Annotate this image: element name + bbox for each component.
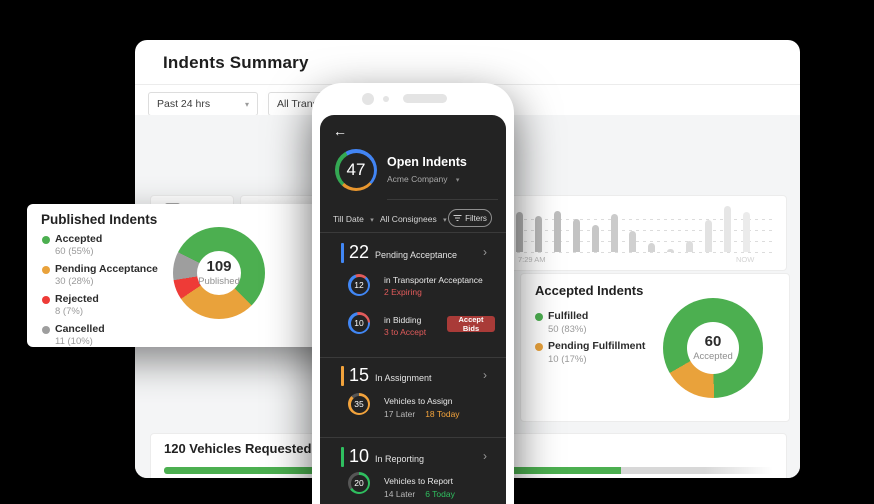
- legend-value: 8 (7%): [55, 306, 83, 317]
- chevron-down-icon: ▾: [443, 217, 447, 224]
- period-select[interactable]: Past 24 hrs ▾: [148, 92, 258, 116]
- company-selector[interactable]: Acme Company ▾: [387, 174, 460, 184]
- speaker-icon: [403, 94, 447, 103]
- divider: [320, 357, 506, 358]
- donut-center: 109 Published: [197, 251, 241, 295]
- later-count: 17 Later: [384, 409, 416, 419]
- divider: [387, 199, 498, 200]
- legend-dot-pending-fulfillment: [535, 343, 543, 351]
- bar: [629, 231, 637, 252]
- phone-screen: ← 47 Open Indents Acme Company ▾ Till Da…: [320, 115, 506, 504]
- legend-dot-rejected: [42, 296, 50, 304]
- later-count: 14 Later: [384, 489, 416, 499]
- card-title: Published Indents: [41, 212, 158, 227]
- legend-dot-accepted: [42, 236, 50, 244]
- legend-value: 50 (83%): [548, 324, 587, 335]
- page-title: Indents Summary: [163, 53, 309, 72]
- bar: [686, 241, 694, 252]
- chevron-down-icon: ▾: [370, 217, 374, 224]
- section-in-reporting-header[interactable]: 10 In Reporting ›: [320, 446, 506, 470]
- bar: [648, 243, 656, 252]
- section-label: In Assignment: [375, 373, 432, 383]
- progress-ring: 10: [348, 312, 370, 334]
- published-donut-chart: 109 Published: [173, 227, 265, 319]
- bar: [723, 206, 731, 252]
- legend-value: 60 (55%): [55, 246, 94, 257]
- section-count: 10: [349, 446, 370, 466]
- hourly-bar-chart: [516, 206, 750, 252]
- legend-label: Fulfilled: [548, 310, 589, 322]
- chevron-right-icon[interactable]: ›: [483, 368, 487, 382]
- back-arrow-icon[interactable]: ←: [333, 123, 347, 139]
- x-axis-start-label: 7:29 AM: [518, 255, 546, 264]
- open-indents-count: 47: [338, 152, 374, 188]
- legend-label: Cancelled: [55, 323, 105, 335]
- x-axis-end-label: NOW: [736, 255, 755, 264]
- bar: [610, 214, 618, 252]
- bar: [572, 219, 580, 252]
- chevron-down-icon: ▾: [455, 177, 460, 184]
- bar: [534, 216, 542, 252]
- section-accent-bar: [341, 366, 344, 386]
- bar: [516, 212, 523, 252]
- legend-dot-fulfilled: [535, 313, 543, 321]
- gridline: [454, 252, 776, 253]
- section-label: Pending Acceptance: [375, 250, 458, 260]
- screen-title: Open Indents: [387, 155, 467, 169]
- bar: [591, 225, 599, 252]
- section-pending-acceptance-header[interactable]: 22 Pending Acceptance ›: [320, 242, 506, 266]
- open-indents-ring-chart: 47: [335, 149, 377, 191]
- legend-label: Accepted: [55, 233, 103, 245]
- legend-value: 11 (10%): [55, 336, 93, 347]
- legend-value: 30 (28%): [55, 276, 94, 287]
- accepted-donut-chart: 60 Accepted: [663, 298, 763, 398]
- bar: [553, 211, 561, 252]
- accept-bids-button[interactable]: Accept Bids: [447, 315, 495, 333]
- divider: [320, 232, 506, 233]
- accepted-indents-card: Accepted Indents Fulfilled 50 (83%) Pend…: [520, 273, 790, 422]
- camera-icon: [362, 93, 374, 105]
- date-filter[interactable]: Till Date ▾: [333, 214, 374, 224]
- card-title: Accepted Indents: [535, 283, 644, 298]
- phone-mockup: ← 47 Open Indents Acme Company ▾ Till Da…: [312, 83, 514, 504]
- funnel-icon: [453, 214, 462, 222]
- chevron-right-icon[interactable]: ›: [483, 449, 487, 463]
- divider: [320, 437, 506, 438]
- legend-dot-pending-acceptance: [42, 266, 50, 274]
- section-accent-bar: [341, 243, 344, 263]
- today-count: 6 Today: [425, 489, 455, 499]
- today-count: 18 Today: [425, 409, 460, 419]
- progress-ring: 12: [348, 274, 370, 296]
- legend-value: 10 (17%): [548, 354, 587, 365]
- legend-label: Rejected: [55, 293, 99, 305]
- bar: [667, 249, 675, 252]
- section-count: 15: [349, 365, 370, 385]
- progress-ring: 20: [348, 472, 370, 494]
- legend-dot-cancelled: [42, 326, 50, 334]
- donut-center: 60 Accepted: [687, 322, 739, 374]
- vehicles-title: 120 Vehicles Requested: [164, 441, 312, 456]
- section-in-assignment-header[interactable]: 15 In Assignment ›: [320, 365, 506, 389]
- sensor-dot-icon: [383, 96, 389, 102]
- legend-label: Pending Acceptance: [55, 263, 158, 275]
- filters-button[interactable]: Filters: [448, 209, 492, 227]
- chevron-right-icon[interactable]: ›: [483, 245, 487, 259]
- published-indents-card: Published Indents Accepted 60 (55%) Pend…: [27, 204, 352, 347]
- bar: [742, 212, 750, 252]
- bar: [705, 220, 713, 252]
- section-count: 22: [349, 242, 370, 262]
- consignees-filter[interactable]: All Consignees ▾: [380, 214, 447, 224]
- section-accent-bar: [341, 447, 344, 467]
- progress-unassigned: [620, 467, 773, 474]
- chevron-down-icon: ▾: [244, 99, 249, 109]
- progress-ring: 35: [348, 393, 370, 415]
- legend-label: Pending Fulfillment: [548, 340, 646, 352]
- section-label: In Reporting: [375, 454, 425, 464]
